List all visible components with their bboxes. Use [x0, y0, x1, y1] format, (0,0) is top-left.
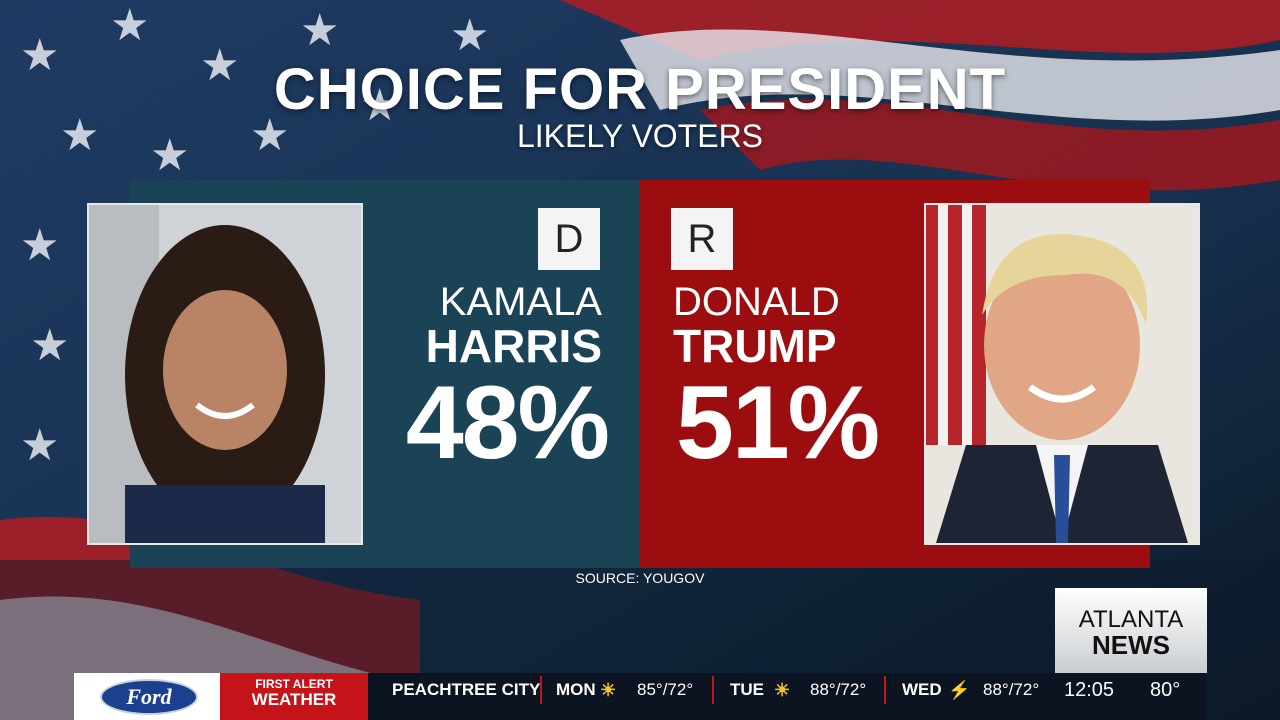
- segment-box: FIRST ALERT WEATHER: [220, 673, 368, 720]
- last-name: TRUMP: [673, 320, 837, 372]
- portrait: [89, 205, 361, 543]
- subtitle: LIKELY VOTERS: [516, 118, 764, 154]
- first-name: KAMALA: [439, 280, 602, 324]
- harris-photo: [87, 203, 363, 545]
- ticker-bar: [368, 673, 1055, 720]
- svg-text:★: ★: [450, 11, 489, 60]
- forecast-day: WED: [902, 680, 942, 699]
- station-name: NEWS: [1092, 630, 1170, 660]
- party-label: R: [671, 208, 733, 270]
- segment-label: WEATHER: [251, 690, 337, 709]
- separator: [884, 676, 886, 704]
- svg-text:★: ★: [360, 81, 399, 130]
- weather-icon: ⚡: [948, 680, 971, 700]
- percent: 48%: [405, 365, 610, 481]
- forecast-day: MON: [556, 680, 596, 699]
- svg-text:★: ★: [20, 421, 59, 470]
- party-label: D: [538, 208, 600, 270]
- separator: [540, 676, 542, 704]
- time: 12:05: [1064, 679, 1115, 701]
- location: PEACHTREE CITY: [392, 680, 541, 699]
- segment-label: FIRST ALERT: [255, 677, 333, 691]
- svg-text:★: ★: [300, 6, 339, 55]
- last-name: HARRIS: [425, 320, 602, 372]
- trump-photo: [924, 203, 1200, 545]
- station-logo: ATLANTA NEWS: [1055, 588, 1207, 674]
- svg-text:★: ★: [150, 131, 189, 180]
- forecast-day: TUE: [730, 680, 764, 699]
- svg-text:★: ★: [60, 111, 99, 160]
- clock-box: [1055, 673, 1207, 720]
- first-name: DONALD: [673, 280, 840, 324]
- svg-text:★: ★: [250, 111, 289, 160]
- temperature: 80°: [1150, 679, 1181, 701]
- source: SOURCE: YOUGOV: [575, 570, 705, 586]
- separator: [712, 676, 714, 704]
- forecast-temps: 88°/72°: [983, 680, 1040, 699]
- weather-icon: ☀: [600, 680, 617, 700]
- svg-text:★: ★: [20, 31, 59, 80]
- percent: 51%: [676, 365, 880, 481]
- station-name: ATLANTA: [1078, 606, 1184, 633]
- title: CHOICE FOR PRESIDENT: [273, 57, 1007, 122]
- svg-text:★: ★: [20, 221, 59, 270]
- svg-text:★: ★: [30, 321, 69, 370]
- weather-icon: ☀: [774, 680, 791, 700]
- portrait: [926, 205, 1198, 543]
- forecast-temps: 88°/72°: [810, 680, 867, 699]
- svg-text:★: ★: [200, 41, 239, 90]
- sponsor-logo: Ford: [100, 679, 198, 715]
- svg-text:★: ★: [110, 1, 149, 50]
- forecast-temps: 85°/72°: [637, 680, 694, 699]
- sponsor-box: Ford: [74, 673, 220, 720]
